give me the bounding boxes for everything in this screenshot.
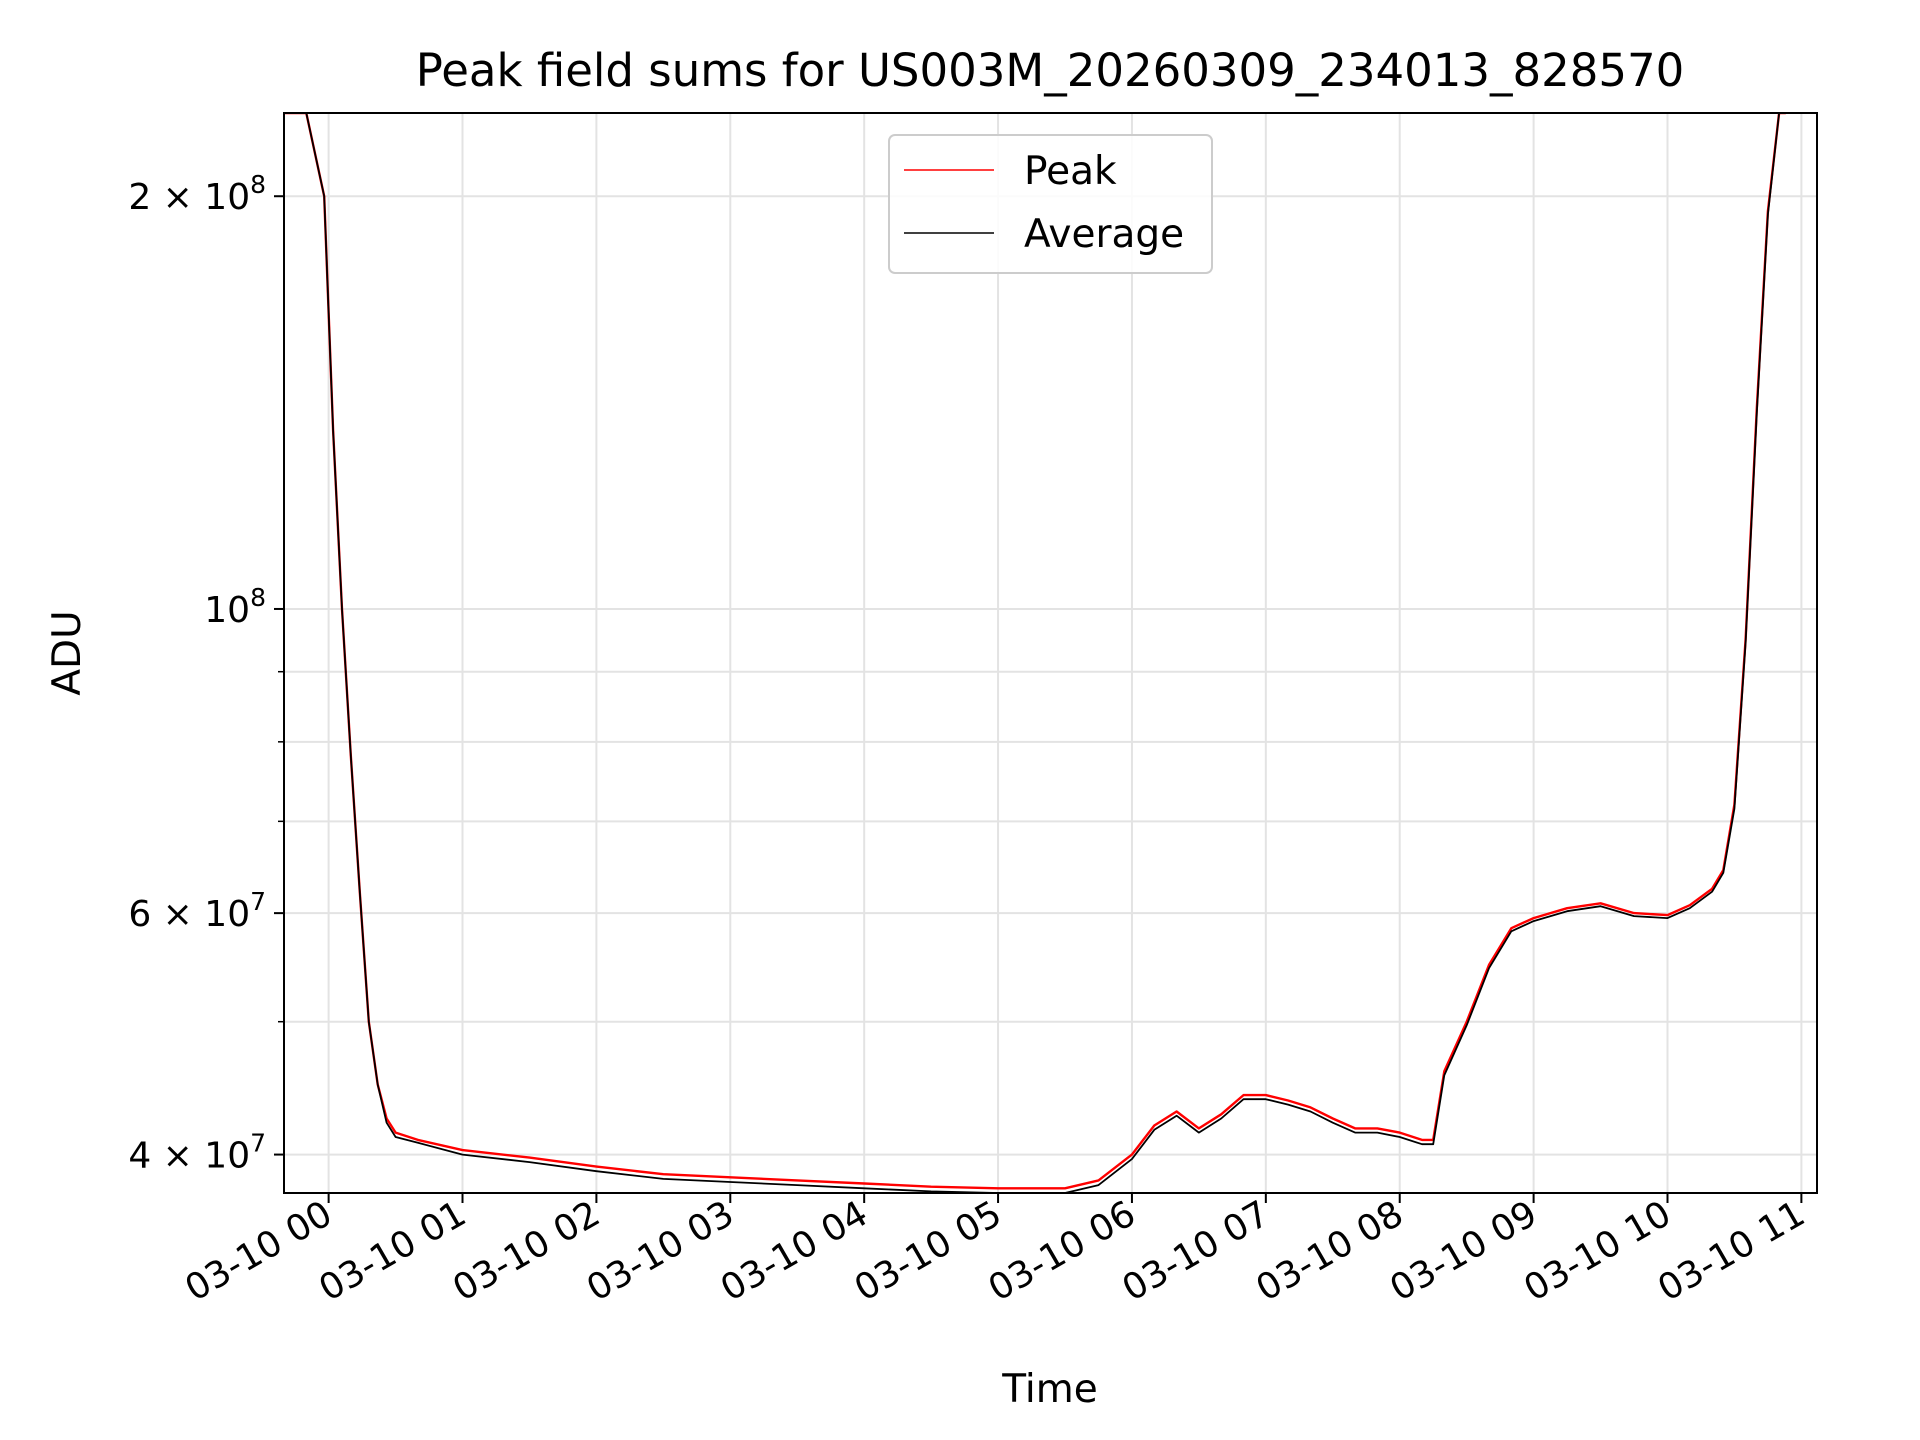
y-tick-label: 6 × 107: [128, 887, 266, 935]
x-axis-label: Time: [1001, 1367, 1097, 1412]
grid-lines: [284, 113, 1817, 1193]
legend: Peak Average: [888, 134, 1213, 274]
series-line-peak: [284, 113, 1786, 1190]
plot-series: [284, 113, 1786, 1193]
y-tick-label: 2 × 108: [128, 170, 266, 218]
chart-title: Peak field sums for US003M_20260309_2340…: [416, 44, 1685, 97]
series-line-average: [284, 113, 1786, 1193]
legend-label-average: Average: [1024, 212, 1184, 257]
legend-label-peak: Peak: [1024, 149, 1117, 194]
y-axis-ticks: 4 × 107 6 × 107 108 2 × 108: [128, 170, 284, 1177]
y-tick-label: 4 × 107: [128, 1129, 266, 1177]
y-tick-label: 108: [204, 583, 266, 631]
plot-frame: [283, 112, 1818, 1194]
y-axis-label: ADU: [45, 610, 90, 695]
